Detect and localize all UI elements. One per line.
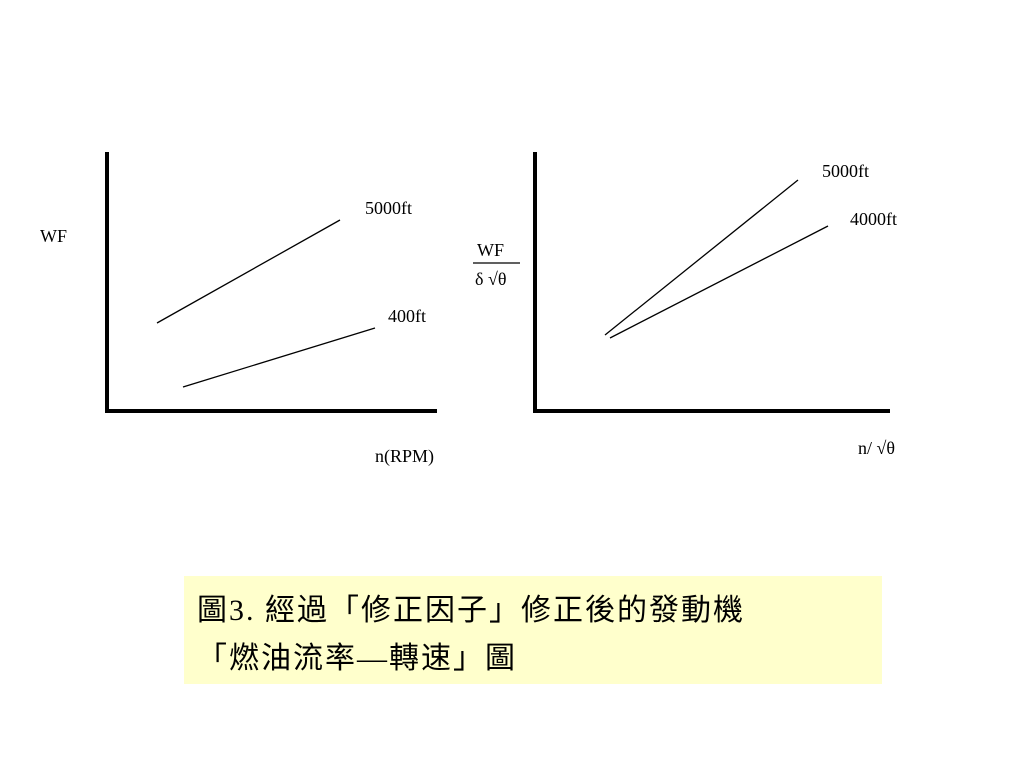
caption: 圖3. 經過「修正因子」修正後的發動機 「燃油流率—轉速」圖 <box>184 576 882 684</box>
curve <box>156 219 341 324</box>
line-label: 400ft <box>388 306 426 326</box>
curve <box>182 327 376 388</box>
caption-box <box>184 576 882 684</box>
line-label: 5000ft <box>822 161 869 181</box>
x-label: n/ √θ <box>858 438 895 458</box>
curve <box>609 225 829 339</box>
x-label: n(RPM) <box>375 446 434 467</box>
left-diagram: WF n(RPM) 5000ft 400ft <box>40 152 437 467</box>
caption-line: 圖3. 經過「修正因子」修正後的發動機 <box>197 594 745 627</box>
curve <box>604 179 799 336</box>
y-label: WF <box>40 226 67 246</box>
right-diagram: WF δ √θ n/ √θ 5000ft 4000ft <box>473 152 897 458</box>
line-label: 4000ft <box>850 209 897 229</box>
caption-line: 「燃油流率—轉速」圖 <box>197 642 517 675</box>
y-label-denominator: δ √θ <box>475 269 506 289</box>
line-label: 5000ft <box>365 198 412 218</box>
y-label-numerator: WF <box>477 240 504 260</box>
